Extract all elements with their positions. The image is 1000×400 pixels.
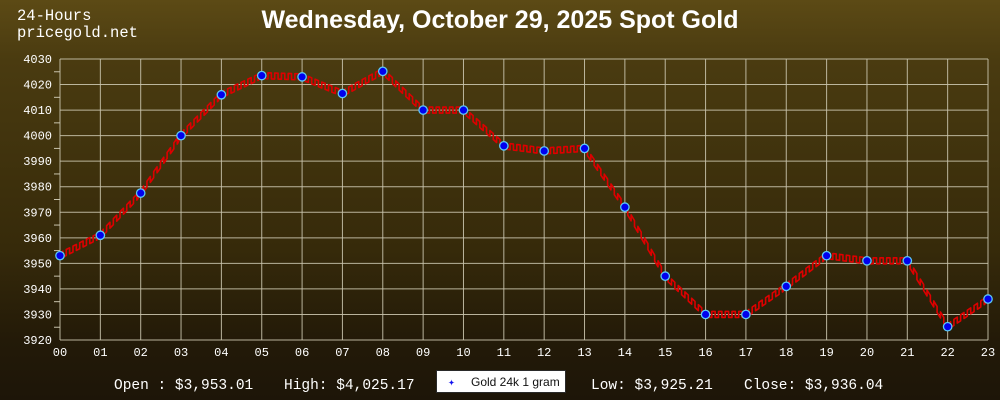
svg-text:4020: 4020 bbox=[23, 79, 52, 93]
svg-text:05: 05 bbox=[255, 346, 269, 360]
svg-text:3950: 3950 bbox=[23, 257, 52, 271]
svg-text:20: 20 bbox=[860, 346, 874, 360]
svg-text:10: 10 bbox=[456, 346, 470, 360]
svg-text:18: 18 bbox=[779, 346, 793, 360]
svg-text:01: 01 bbox=[93, 346, 107, 360]
svg-text:08: 08 bbox=[376, 346, 390, 360]
svg-text:21: 21 bbox=[900, 346, 914, 360]
svg-text:3930: 3930 bbox=[23, 308, 52, 322]
svg-text:14: 14 bbox=[618, 346, 632, 360]
svg-text:3960: 3960 bbox=[23, 232, 52, 246]
svg-text:19: 19 bbox=[819, 346, 833, 360]
svg-text:23: 23 bbox=[981, 346, 995, 360]
svg-text:17: 17 bbox=[739, 346, 753, 360]
svg-text:3920: 3920 bbox=[23, 334, 52, 348]
svg-text:15: 15 bbox=[658, 346, 672, 360]
svg-text:13: 13 bbox=[577, 346, 591, 360]
svg-text:4000: 4000 bbox=[23, 130, 52, 144]
svg-text:00: 00 bbox=[53, 346, 67, 360]
svg-text:3940: 3940 bbox=[23, 283, 52, 297]
svg-text:11: 11 bbox=[497, 346, 511, 360]
svg-text:12: 12 bbox=[537, 346, 551, 360]
svg-text:16: 16 bbox=[698, 346, 712, 360]
svg-text:06: 06 bbox=[295, 346, 309, 360]
svg-text:09: 09 bbox=[416, 346, 430, 360]
svg-text:04: 04 bbox=[214, 346, 228, 360]
svg-text:22: 22 bbox=[940, 346, 954, 360]
svg-text:3970: 3970 bbox=[23, 206, 52, 220]
svg-text:4030: 4030 bbox=[23, 53, 52, 67]
svg-text:03: 03 bbox=[174, 346, 188, 360]
svg-text:3990: 3990 bbox=[23, 155, 52, 169]
svg-text:3980: 3980 bbox=[23, 181, 52, 195]
svg-text:07: 07 bbox=[335, 346, 349, 360]
svg-text:02: 02 bbox=[133, 346, 147, 360]
svg-text:4010: 4010 bbox=[23, 104, 52, 118]
